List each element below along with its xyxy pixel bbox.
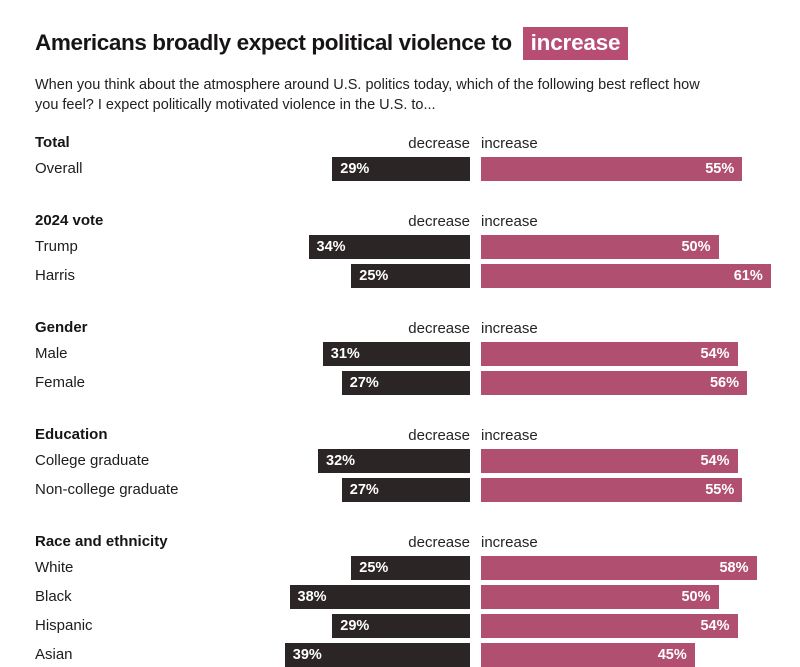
increase-value: 54% (700, 618, 730, 635)
column-header-increase: increase (481, 427, 538, 445)
section-title: Gender (35, 319, 88, 337)
section-title: Race and ethnicity (35, 533, 168, 551)
increase-bar: 54% (481, 614, 738, 639)
decrease-bar: 29% (332, 614, 470, 639)
column-header-increase: increase (481, 534, 538, 552)
bar-row: College graduate 32% 54% (35, 449, 765, 474)
decrease-bar: 25% (351, 264, 470, 289)
increase-bar: 54% (481, 342, 738, 367)
decrease-value: 32% (326, 453, 356, 470)
increase-bar: 58% (481, 556, 757, 581)
increase-bar: 56% (481, 371, 747, 396)
column-header-increase: increase (481, 135, 538, 153)
row-label: Male (35, 345, 68, 363)
increase-value: 50% (681, 239, 711, 256)
increase-value: 45% (657, 647, 687, 664)
increase-value: 54% (700, 453, 730, 470)
decrease-value: 31% (330, 346, 360, 363)
column-header-decrease: decrease (408, 320, 470, 338)
section-total: Total decrease increase Overall 29% 55% (35, 134, 765, 182)
increase-bar: 55% (481, 157, 743, 182)
bar-row: Trump 34% 50% (35, 235, 765, 260)
decrease-bar: 31% (322, 342, 470, 367)
bar-row: Overall 29% 55% (35, 157, 765, 182)
increase-value: 56% (709, 375, 739, 392)
section-header-gender: Gender decrease increase (35, 319, 765, 337)
column-header-decrease: decrease (408, 427, 470, 445)
row-label: Trump (35, 238, 78, 256)
decrease-value: 29% (340, 618, 370, 635)
increase-bar: 54% (481, 449, 738, 474)
section-2024-vote: 2024 vote decrease increase Trump 34% 50% Harr… (35, 212, 771, 289)
row-label: Harris (35, 267, 75, 285)
increase-value: 54% (700, 346, 730, 363)
chart-title: Americans broadly expect political viole… (35, 27, 765, 61)
increase-value: 55% (705, 161, 735, 178)
column-header-decrease: decrease (408, 213, 470, 231)
column-header-decrease: decrease (408, 135, 470, 153)
decrease-value: 27% (349, 482, 379, 499)
row-label: White (35, 559, 74, 577)
increase-bar: 45% (481, 643, 695, 667)
decrease-value: 25% (359, 560, 389, 577)
section-header-race-and-ethnicity: Race and ethnicity decrease increase (35, 533, 765, 551)
decrease-value: 29% (340, 161, 370, 178)
bar-row: Hispanic 29% 54% (35, 614, 765, 639)
decrease-bar: 25% (351, 556, 470, 581)
section-education: Education decrease increase College graduat… (35, 426, 765, 503)
section-gender: Gender decrease increase Male 31% 54% Female 27… (35, 319, 765, 396)
section-title: 2024 vote (35, 212, 104, 230)
increase-bar: 50% (481, 235, 719, 260)
bar-row: Female 27% 56% (35, 371, 765, 396)
increase-value: 55% (705, 482, 735, 499)
row-label: Non-college graduate (35, 481, 179, 499)
decrease-bar: 29% (332, 157, 470, 182)
chart-subtitle-line-2: you feel? I expect politically motivated… (35, 97, 436, 114)
increase-value: 61% (733, 268, 763, 285)
chart-subtitle-line-1: When you think about the atmosphere arou… (35, 77, 700, 94)
bar-row: Black 38% 50% (35, 585, 765, 610)
section-race-and-ethnicity: Race and ethnicity decrease increase White 2… (35, 533, 765, 667)
row-label: College graduate (35, 452, 150, 470)
increase-value: 50% (681, 589, 711, 606)
bar-row: Harris 25% 61% (35, 264, 771, 289)
section-header-2024-vote: 2024 vote decrease increase (35, 212, 765, 230)
decrease-bar: 27% (341, 371, 470, 396)
column-header-decrease: decrease (408, 534, 470, 552)
increase-value: 58% (719, 560, 749, 577)
row-label: Black (35, 588, 72, 606)
section-title: Total (35, 134, 70, 152)
chart-subtitle: When you think about the atmosphere arou… (35, 75, 765, 115)
increase-bar: 50% (481, 585, 719, 610)
decrease-value: 39% (292, 647, 322, 664)
bar-row: Asian 39% 45% (35, 643, 765, 667)
decrease-value: 38% (297, 589, 327, 606)
bar-row: Non-college graduate 27% 55% (35, 478, 765, 503)
decrease-value: 25% (359, 268, 389, 285)
row-label: Overall (35, 160, 83, 178)
diverging-bar-chart: Total decrease increase Overall 29% 55% 2024 v… (35, 134, 771, 667)
bar-row: White 25% 58% (35, 556, 765, 581)
chart-title-highlight: increase (522, 27, 629, 61)
row-label: Female (35, 374, 86, 392)
column-header-increase: increase (481, 320, 538, 338)
decrease-bar: 39% (284, 643, 470, 667)
decrease-value: 27% (349, 375, 379, 392)
bar-row: Male 31% 54% (35, 342, 765, 367)
section-title: Education (35, 426, 108, 444)
decrease-bar: 34% (308, 235, 470, 260)
column-header-increase: increase (481, 213, 538, 231)
section-header-total: Total decrease increase (35, 134, 765, 152)
increase-bar: 61% (481, 264, 771, 289)
row-label: Asian (35, 646, 73, 664)
chart-title-text: Americans broadly expect political viole… (35, 30, 512, 56)
row-label: Hispanic (35, 617, 93, 635)
increase-bar: 55% (481, 478, 743, 503)
decrease-value: 34% (316, 239, 346, 256)
section-header-education: Education decrease increase (35, 426, 765, 444)
decrease-bar: 27% (341, 478, 470, 503)
decrease-bar: 38% (289, 585, 470, 610)
decrease-bar: 32% (318, 449, 470, 474)
